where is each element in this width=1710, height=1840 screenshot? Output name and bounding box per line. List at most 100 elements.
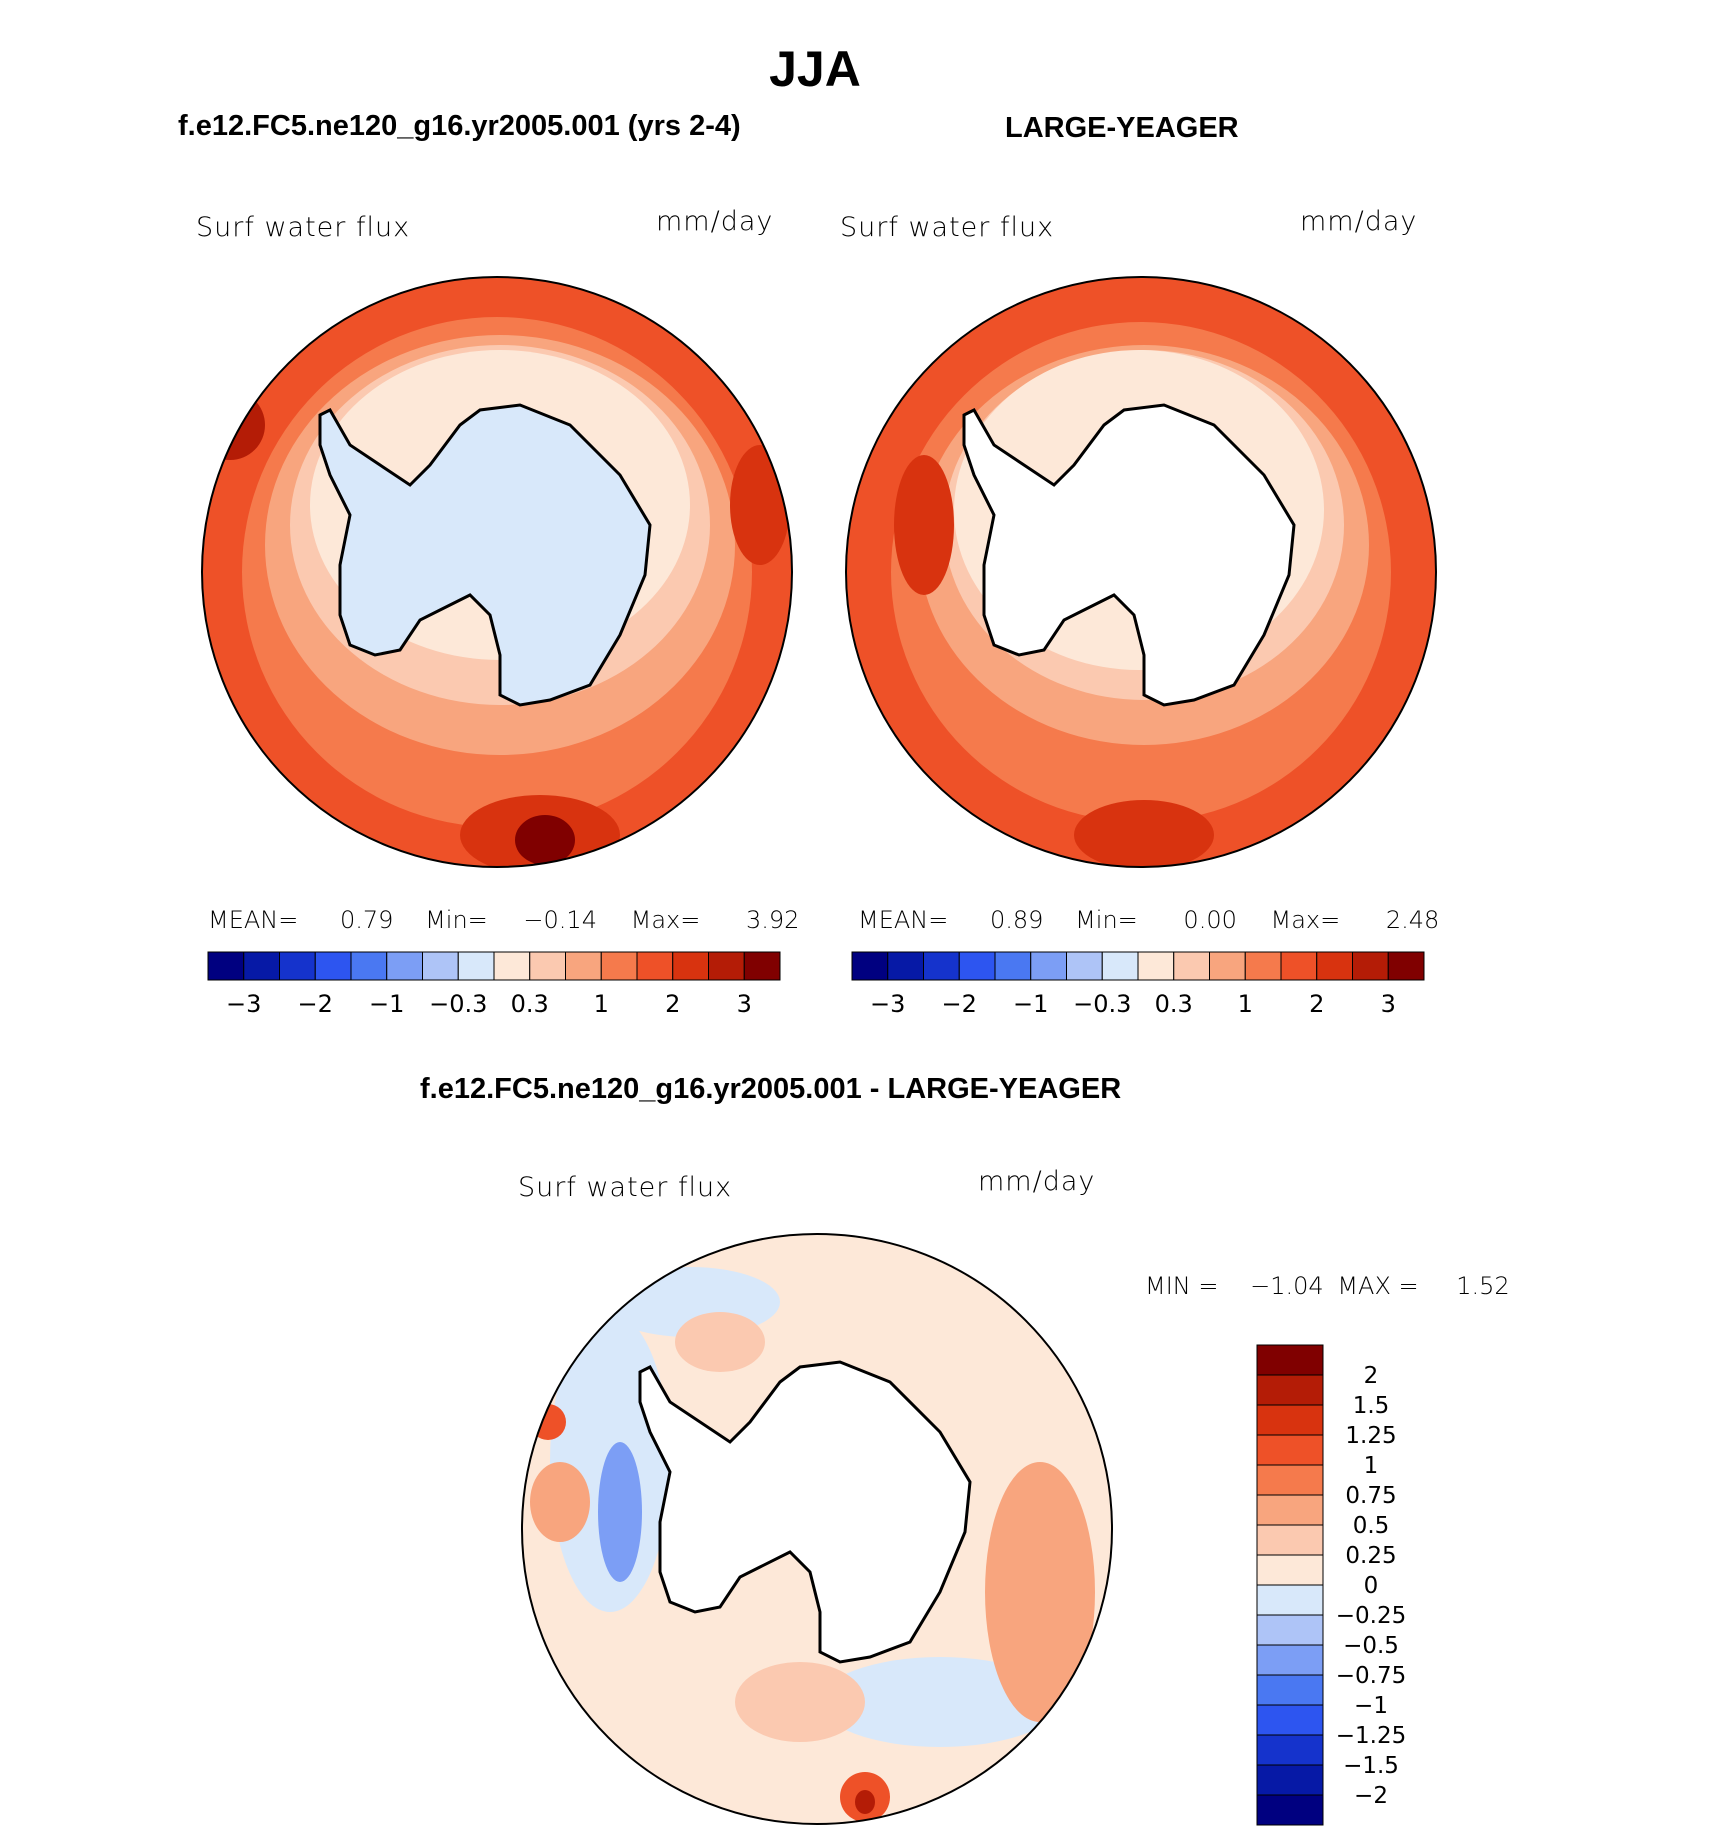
colorbar-tick-label: −1 (1013, 990, 1048, 1018)
colorbar-swatch (1256, 1644, 1324, 1676)
colorbar-swatch (958, 951, 996, 981)
colorbar-tick-label: 0.25 (1345, 1543, 1396, 1569)
colorbar-swatch (386, 951, 423, 981)
variable-label-obs: Surf water flux (840, 212, 1055, 243)
polar-map-diff (521, 1233, 1113, 1825)
map-region (985, 1462, 1095, 1722)
stats-model: MEAN= 0.79 Min= −0.14 Max= 3.92 (208, 906, 799, 934)
antarctica-outline (318, 403, 652, 707)
min-value: −1.04 (1250, 1272, 1324, 1300)
colorbar-tick-label: 0.3 (1155, 990, 1193, 1018)
colorbar-swatch (1256, 1764, 1324, 1796)
colorbar-swatch (1256, 1344, 1324, 1376)
min-value: 0.00 (1183, 906, 1237, 934)
map-border (521, 1233, 1113, 1825)
stats-obs: MEAN= 0.89 Min= 0.00 Max= 2.48 (858, 906, 1439, 934)
colorbar-tick-label: 1.5 (1353, 1393, 1390, 1419)
min-label: Min= (425, 906, 488, 934)
colorbar-tick-label: −0.3 (429, 990, 487, 1018)
map-region (735, 1662, 865, 1742)
min-value: −0.14 (523, 906, 597, 934)
colorbar-swatch (1256, 1524, 1324, 1556)
colorbar-swatch (994, 951, 1032, 981)
map-region (530, 1462, 590, 1542)
panel-title-model: f.e12.FC5.ne120_g16.yr2005.001 (yrs 2-4) (178, 110, 741, 142)
colorbar-diff: 2 1.5 1.25 1 0.75 0.5 0.25 0 −0.25 −0.5 −0.75 −1 −1.… (1256, 1344, 1406, 1826)
colorbar-swatch (422, 951, 459, 981)
mean-value: 0.79 (340, 906, 394, 934)
map-region (598, 1442, 642, 1582)
min-label: MIN = (1145, 1272, 1219, 1300)
colorbar-swatch (1256, 1554, 1324, 1586)
colorbar-tick-label: 0.3 (511, 990, 549, 1018)
mean-label: MEAN= (208, 906, 299, 934)
colorbar-swatch (1256, 1674, 1324, 1706)
colorbar-swatch (279, 951, 316, 981)
antarctica-outline (638, 1360, 972, 1664)
colorbar-tick-label: 1 (1238, 990, 1253, 1018)
colorbar-swatch (1316, 951, 1353, 981)
colorbar-tick-label: 0.5 (1353, 1513, 1390, 1539)
colorbar-swatch (1173, 951, 1210, 981)
max-label: Max= (1270, 906, 1341, 934)
colorbar-swatch (1256, 1734, 1324, 1766)
colorbar-swatch (887, 951, 924, 981)
polar-map-obs (845, 276, 1437, 868)
colorbar-tick-label: 2 (1364, 1363, 1379, 1389)
colorbar-tick-label: 3 (1381, 990, 1396, 1018)
colorbar-swatch (1256, 1404, 1324, 1436)
colorbar-model: −3 −2 −1 −0.3 0.3 1 2 3 (207, 951, 781, 1018)
colorbar-swatch (457, 951, 495, 981)
colorbar-tick-label: −0.5 (1343, 1633, 1399, 1659)
colorbar-tick-label: 0 (1364, 1573, 1379, 1599)
colorbar-swatch (1209, 951, 1246, 981)
colorbar-swatch (1387, 951, 1425, 981)
colorbar-swatch (1256, 1494, 1324, 1526)
map-border (845, 276, 1437, 868)
colorbar-swatch (1066, 951, 1103, 981)
map-hotspot (730, 445, 790, 565)
colorbar-swatch (743, 951, 781, 981)
colorbar-swatch (207, 951, 245, 981)
max-label: Max= (630, 906, 701, 934)
units-label-model: mm/day (656, 206, 774, 237)
colorbar-swatch (600, 951, 638, 981)
stats-diff: MIN = −1.04 MAX = 1.52 (1145, 1272, 1510, 1300)
map-hotspot (204, 399, 236, 431)
colorbar-swatch (1352, 951, 1389, 981)
map-hotspot (894, 455, 954, 595)
colorbar-tick-label: −1 (369, 990, 404, 1018)
main-title: JJA (769, 41, 861, 97)
map-hotspot (1074, 800, 1214, 867)
colorbar-tick-label: −1.5 (1343, 1753, 1399, 1779)
colorbar-tick-label: 1.25 (1345, 1423, 1396, 1449)
colorbar-tick-label: 2 (665, 990, 680, 1018)
colorbar-swatch (1256, 1584, 1324, 1616)
colorbar-tick-label: 2 (1309, 990, 1324, 1018)
colorbar-tick-label: 1 (594, 990, 609, 1018)
min-label: Min= (1075, 906, 1138, 934)
colorbar-swatch (565, 951, 602, 981)
map-region (675, 1312, 765, 1372)
polar-map-model (201, 276, 793, 868)
colorbar-tick-label: 3 (737, 990, 752, 1018)
colorbar-obs: −3 −2 −1 −0.3 0.3 1 2 3 (851, 951, 1425, 1018)
colorbar-tick-label: 0.75 (1345, 1483, 1396, 1509)
colorbar-swatch (1256, 1704, 1324, 1736)
colorbar-swatch (851, 951, 889, 981)
colorbar-swatch (636, 951, 674, 981)
colorbar-tick-label: −2 (1354, 1783, 1388, 1809)
max-label: MAX = (1337, 1272, 1419, 1300)
colorbar-tick-label: 1 (1364, 1453, 1379, 1479)
colorbar-swatch (672, 951, 709, 981)
colorbar-swatch (529, 951, 566, 981)
colorbar-swatch (350, 951, 388, 981)
antarctica-outline (962, 403, 1296, 707)
colorbar-tick-label: −0.25 (1336, 1603, 1406, 1629)
map-hotspot (515, 815, 575, 865)
colorbar-swatch (708, 951, 745, 981)
variable-label-diff: Surf water flux (518, 1172, 733, 1203)
colorbar-tick-label: −0.75 (1336, 1663, 1406, 1689)
colorbar-swatch (1244, 951, 1282, 981)
map-border (201, 276, 793, 868)
